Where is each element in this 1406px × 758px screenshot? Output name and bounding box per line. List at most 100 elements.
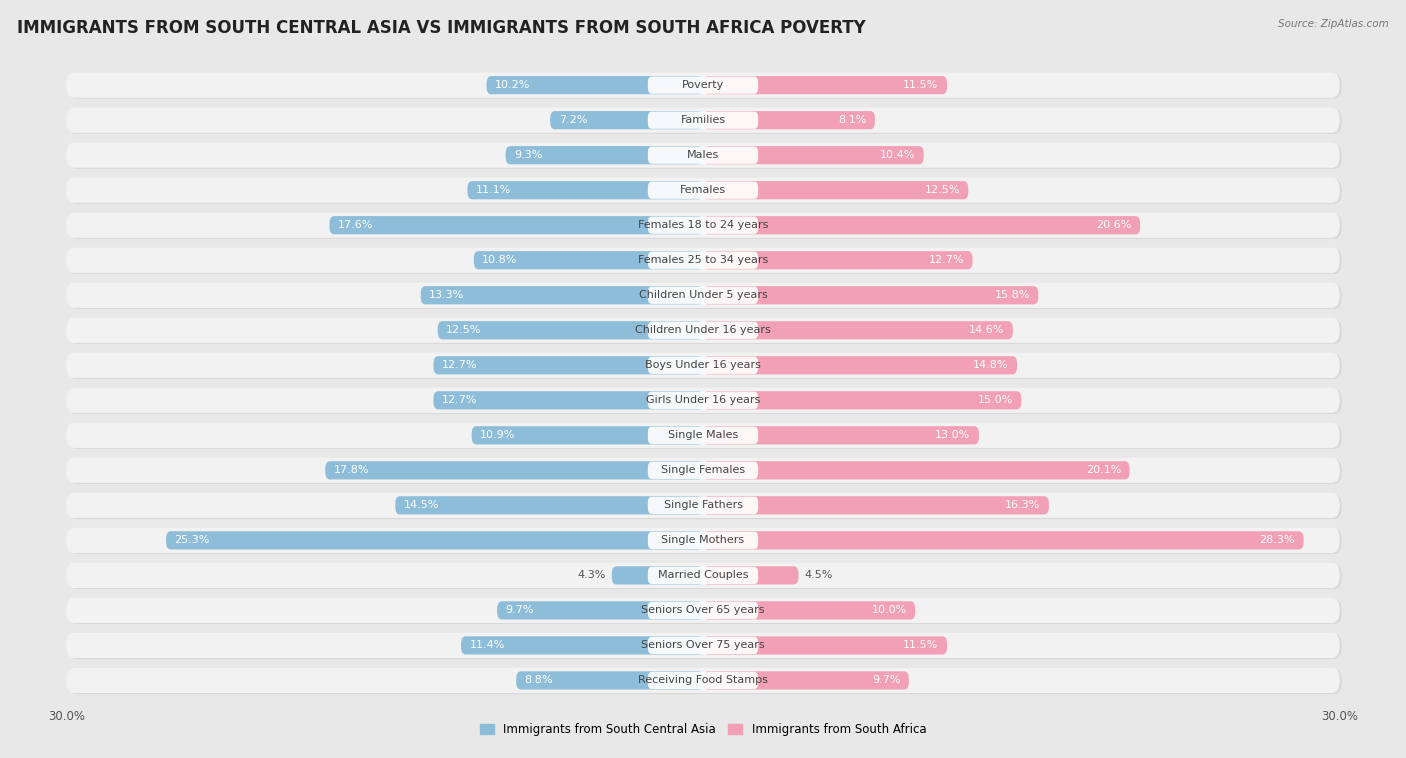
FancyBboxPatch shape: [648, 602, 758, 619]
FancyBboxPatch shape: [66, 387, 1340, 413]
Text: 14.6%: 14.6%: [969, 325, 1004, 335]
FancyBboxPatch shape: [69, 493, 1341, 519]
FancyBboxPatch shape: [66, 318, 1340, 343]
FancyBboxPatch shape: [69, 108, 1341, 134]
Legend: Immigrants from South Central Asia, Immigrants from South Africa: Immigrants from South Central Asia, Immi…: [475, 719, 931, 741]
FancyBboxPatch shape: [433, 356, 703, 374]
FancyBboxPatch shape: [703, 426, 979, 444]
Text: Seniors Over 65 years: Seniors Over 65 years: [641, 606, 765, 615]
FancyBboxPatch shape: [648, 531, 758, 549]
FancyBboxPatch shape: [648, 287, 758, 304]
Text: Females 25 to 34 years: Females 25 to 34 years: [638, 255, 768, 265]
Text: Single Mothers: Single Mothers: [661, 535, 745, 545]
Text: 10.9%: 10.9%: [481, 431, 516, 440]
FancyBboxPatch shape: [648, 182, 758, 199]
FancyBboxPatch shape: [437, 321, 703, 340]
FancyBboxPatch shape: [66, 248, 1340, 273]
Text: 15.8%: 15.8%: [994, 290, 1029, 300]
FancyBboxPatch shape: [703, 461, 1129, 479]
FancyBboxPatch shape: [66, 177, 1340, 203]
Text: 9.7%: 9.7%: [506, 606, 534, 615]
Text: 14.8%: 14.8%: [973, 360, 1008, 370]
Text: 11.5%: 11.5%: [903, 641, 939, 650]
Text: Females: Females: [681, 185, 725, 196]
FancyBboxPatch shape: [66, 423, 1340, 448]
Text: 12.5%: 12.5%: [924, 185, 960, 196]
Text: 20.1%: 20.1%: [1085, 465, 1121, 475]
FancyBboxPatch shape: [498, 601, 703, 619]
FancyBboxPatch shape: [395, 496, 703, 515]
FancyBboxPatch shape: [66, 212, 1340, 238]
FancyBboxPatch shape: [66, 108, 1340, 133]
FancyBboxPatch shape: [703, 286, 1038, 305]
FancyBboxPatch shape: [66, 528, 1340, 553]
FancyBboxPatch shape: [66, 283, 1340, 308]
FancyBboxPatch shape: [648, 111, 758, 129]
FancyBboxPatch shape: [69, 424, 1341, 449]
Text: Females 18 to 24 years: Females 18 to 24 years: [638, 221, 768, 230]
FancyBboxPatch shape: [69, 179, 1341, 204]
FancyBboxPatch shape: [703, 146, 924, 164]
FancyBboxPatch shape: [325, 461, 703, 479]
FancyBboxPatch shape: [648, 252, 758, 269]
FancyBboxPatch shape: [648, 356, 758, 374]
FancyBboxPatch shape: [648, 146, 758, 164]
Text: 7.2%: 7.2%: [558, 115, 588, 125]
Text: 12.7%: 12.7%: [441, 396, 478, 406]
Text: Single Fathers: Single Fathers: [664, 500, 742, 510]
Text: Children Under 16 years: Children Under 16 years: [636, 325, 770, 335]
FancyBboxPatch shape: [474, 251, 703, 269]
FancyBboxPatch shape: [66, 143, 1340, 168]
FancyBboxPatch shape: [648, 462, 758, 479]
Text: 10.0%: 10.0%: [872, 606, 907, 615]
Text: 11.5%: 11.5%: [903, 80, 939, 90]
FancyBboxPatch shape: [486, 76, 703, 94]
FancyBboxPatch shape: [69, 354, 1341, 379]
FancyBboxPatch shape: [703, 356, 1017, 374]
FancyBboxPatch shape: [648, 217, 758, 234]
FancyBboxPatch shape: [461, 636, 703, 654]
FancyBboxPatch shape: [69, 529, 1341, 554]
FancyBboxPatch shape: [703, 672, 908, 690]
Text: Males: Males: [688, 150, 718, 160]
FancyBboxPatch shape: [66, 562, 1340, 588]
Text: 11.1%: 11.1%: [475, 185, 512, 196]
FancyBboxPatch shape: [69, 599, 1341, 624]
FancyBboxPatch shape: [69, 564, 1341, 589]
Text: 15.0%: 15.0%: [977, 396, 1012, 406]
Text: Boys Under 16 years: Boys Under 16 years: [645, 360, 761, 370]
Text: 10.8%: 10.8%: [482, 255, 517, 265]
FancyBboxPatch shape: [612, 566, 703, 584]
FancyBboxPatch shape: [648, 392, 758, 409]
FancyBboxPatch shape: [66, 458, 1340, 483]
Text: 9.7%: 9.7%: [872, 675, 900, 685]
FancyBboxPatch shape: [69, 74, 1341, 99]
FancyBboxPatch shape: [703, 321, 1012, 340]
Text: 25.3%: 25.3%: [174, 535, 209, 545]
Text: Families: Families: [681, 115, 725, 125]
Text: 17.6%: 17.6%: [337, 221, 374, 230]
FancyBboxPatch shape: [648, 77, 758, 94]
FancyBboxPatch shape: [648, 427, 758, 444]
FancyBboxPatch shape: [467, 181, 703, 199]
FancyBboxPatch shape: [69, 634, 1341, 659]
Text: 28.3%: 28.3%: [1260, 535, 1295, 545]
Text: 12.5%: 12.5%: [446, 325, 482, 335]
FancyBboxPatch shape: [66, 668, 1340, 693]
Text: 14.5%: 14.5%: [404, 500, 439, 510]
Text: Single Females: Single Females: [661, 465, 745, 475]
FancyBboxPatch shape: [703, 531, 1303, 550]
FancyBboxPatch shape: [66, 352, 1340, 378]
Text: 8.8%: 8.8%: [524, 675, 553, 685]
Text: Girls Under 16 years: Girls Under 16 years: [645, 396, 761, 406]
FancyBboxPatch shape: [703, 391, 1021, 409]
FancyBboxPatch shape: [703, 566, 799, 584]
FancyBboxPatch shape: [703, 601, 915, 619]
FancyBboxPatch shape: [506, 146, 703, 164]
Text: Seniors Over 75 years: Seniors Over 75 years: [641, 641, 765, 650]
FancyBboxPatch shape: [69, 669, 1341, 694]
FancyBboxPatch shape: [703, 76, 948, 94]
Text: 4.5%: 4.5%: [804, 570, 834, 581]
FancyBboxPatch shape: [703, 181, 969, 199]
Text: 4.3%: 4.3%: [576, 570, 606, 581]
